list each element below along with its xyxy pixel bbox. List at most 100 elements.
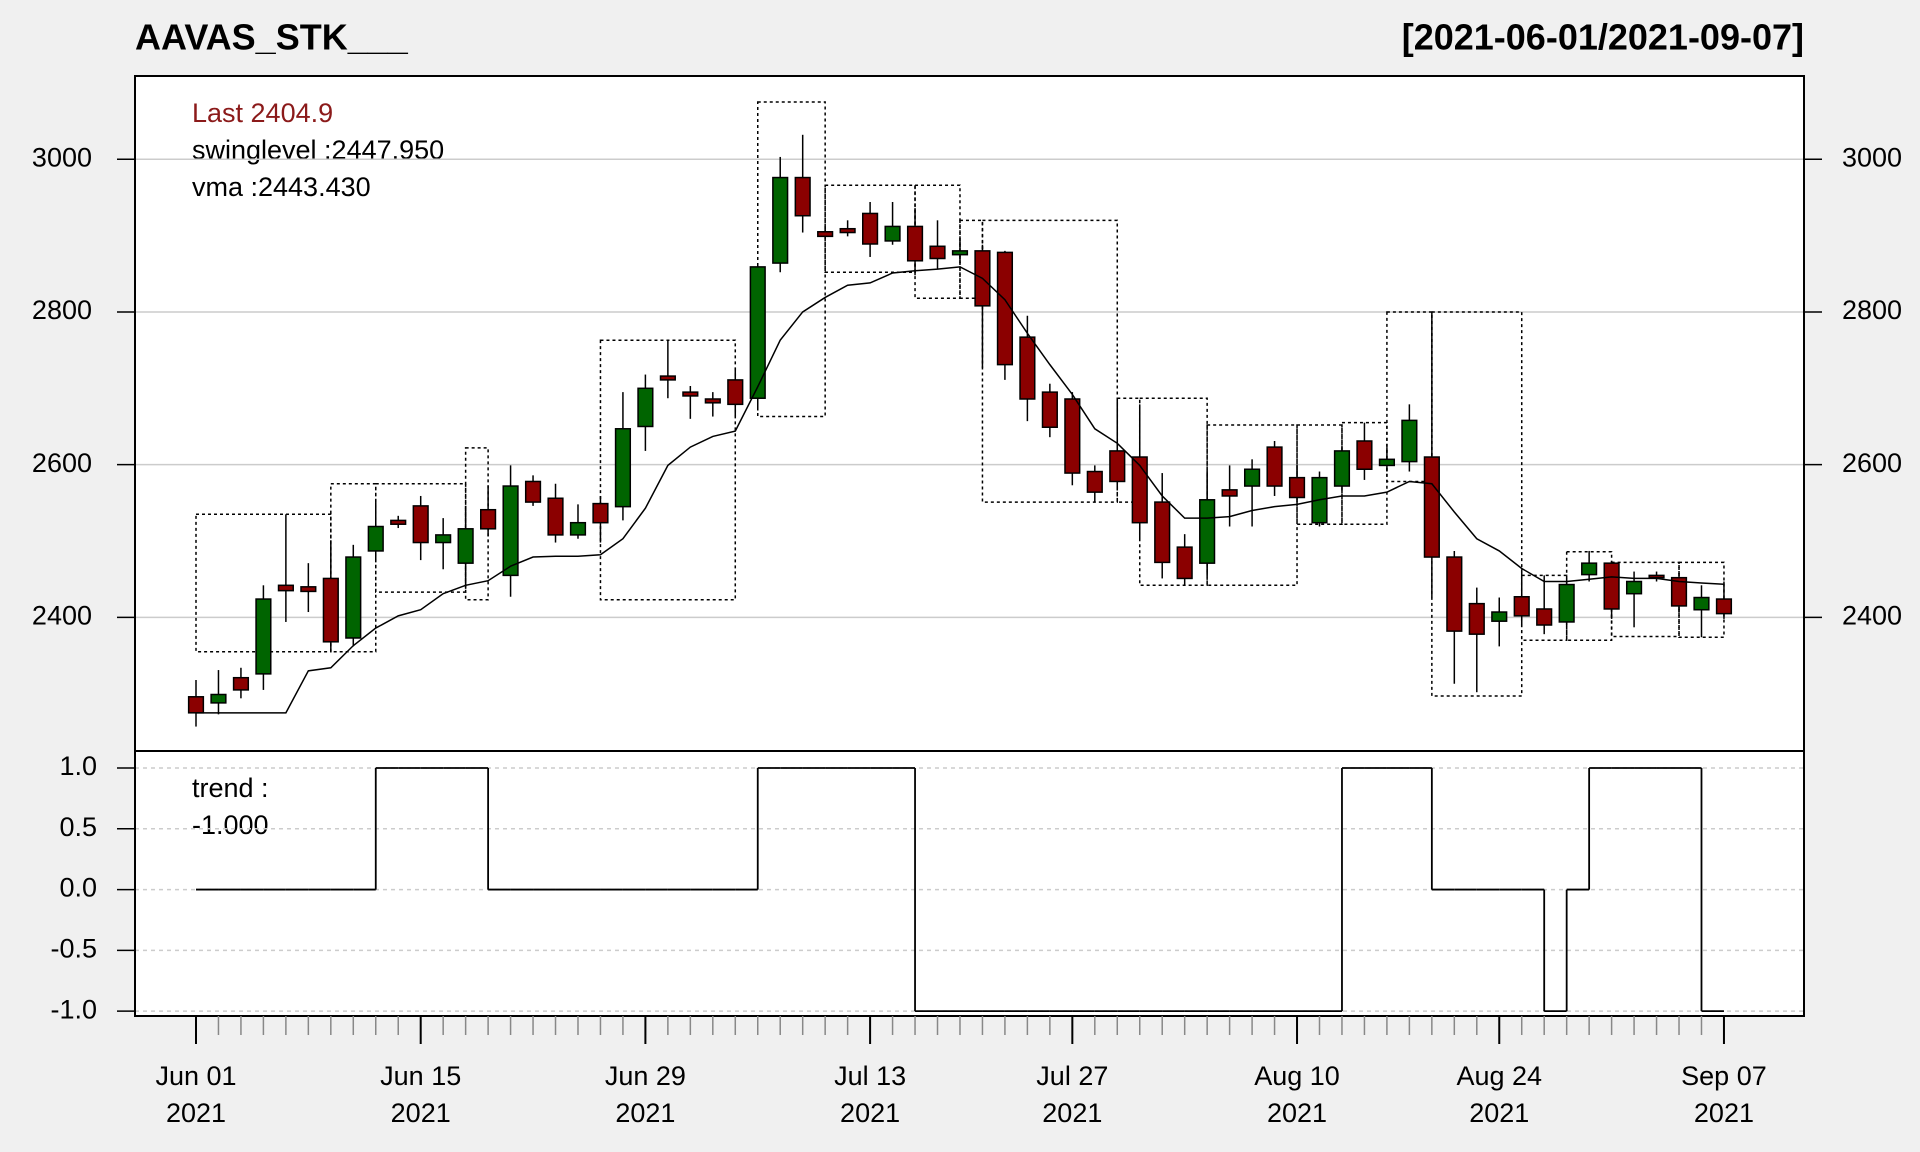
candle-body [277, 584, 294, 592]
candle-body [839, 227, 856, 234]
candle-body [1288, 476, 1306, 499]
candle-body [457, 528, 474, 564]
x-tick-label-line: 2021 [1267, 1098, 1327, 1128]
x-tick-label-line: Aug 24 [1456, 1061, 1542, 1091]
candle-body [1625, 580, 1643, 595]
candle-body [1109, 450, 1126, 483]
candle-body [1670, 576, 1688, 607]
y-tick-label: 0.0 [59, 873, 97, 903]
x-tick-label: Jun 15 2021 [380, 1061, 461, 1128]
last-annotation: Last 2404.9 [192, 98, 333, 128]
candle-body [255, 598, 272, 675]
candle-body [1266, 446, 1283, 487]
candle-body [951, 250, 969, 256]
x-tick-label-line: 2021 [615, 1098, 675, 1128]
candle-body [569, 521, 587, 536]
candle-body [1333, 450, 1351, 487]
candle-body [906, 225, 924, 262]
candle-body [210, 693, 227, 704]
candle-body [1064, 398, 1081, 474]
x-tick-label-line: 2021 [1042, 1098, 1102, 1128]
x-tick-label: Jun 01 2021 [155, 1061, 236, 1128]
candle-body [614, 428, 632, 508]
swinglevel-annotation: swinglevel :2447.950 [192, 135, 444, 165]
x-tick-label-line: Jul 13 [834, 1061, 906, 1091]
x-tick-label: Jul 27 2021 [1036, 1061, 1108, 1128]
candle-body [1558, 583, 1575, 623]
x-tick-label-line: 2021 [840, 1098, 900, 1128]
y-tick-label: 1.0 [59, 751, 97, 781]
candle-body [547, 497, 564, 536]
candle-body [659, 375, 676, 381]
candle-body [1468, 602, 1485, 635]
candle-body [1648, 574, 1665, 579]
plot-frame [134, 75, 1805, 1017]
x-tick-label-line: Jun 15 [380, 1061, 461, 1091]
candle-body [1423, 456, 1440, 558]
swing-box [195, 513, 332, 653]
y-tick-label-right: 2600 [1842, 448, 1902, 478]
y-tick-label: 3000 [32, 142, 92, 172]
x-tick-label-line: Jun 01 [155, 1061, 236, 1091]
y-tick-label: -0.5 [50, 933, 97, 963]
candle-body [367, 525, 384, 552]
candle-body [232, 676, 250, 691]
candle-body [322, 577, 339, 643]
vma-line [196, 266, 1724, 714]
x-tick-label-line: Sep 07 [1681, 1061, 1767, 1091]
x-tick-label: Jun 29 2021 [605, 1061, 686, 1128]
candle-body [1693, 596, 1710, 611]
candle-body [390, 519, 407, 525]
y-tick-label: 2600 [32, 448, 92, 478]
candle-body [1446, 556, 1463, 632]
y-tick-label: -1.0 [50, 994, 97, 1024]
vma-annotation: vma :2443.430 [192, 172, 371, 202]
candle-body [187, 696, 205, 714]
candle-body [1199, 499, 1216, 564]
y-tick-label: 2400 [32, 600, 92, 630]
candle-body [704, 398, 721, 404]
x-tick-label: Jul 13 2021 [834, 1061, 906, 1128]
candle-body [1603, 562, 1620, 610]
x-tick-label-line: Jun 29 [605, 1061, 686, 1091]
swing-box [1431, 311, 1523, 697]
candle-body [1019, 336, 1036, 400]
candle-body [412, 505, 429, 544]
candle-body [1086, 470, 1103, 493]
x-tick-label: Aug 10 2021 [1254, 1061, 1340, 1128]
candle-body [480, 508, 497, 530]
candle-body [1513, 596, 1530, 617]
candle-body [1715, 598, 1733, 615]
candle-body [682, 391, 699, 397]
candle-body [749, 266, 766, 399]
y-tick-label-right: 2800 [1842, 295, 1902, 325]
candle-body [996, 251, 1014, 366]
candle-body [1154, 501, 1171, 564]
x-tick-label-line: 2021 [1469, 1098, 1529, 1128]
candle-body [862, 212, 879, 245]
chart-title: AAVAS_STK___ [135, 17, 409, 58]
candle-body [1356, 440, 1373, 470]
candle-body [1491, 611, 1508, 622]
candle-body [1041, 391, 1058, 428]
candle-body [884, 225, 901, 242]
candle-body [794, 176, 811, 217]
chart-subtitle: [2021-06-01/2021-09-07] [1402, 17, 1804, 58]
candle-body [929, 245, 946, 260]
candle-body [592, 502, 609, 524]
candle-body [435, 534, 452, 544]
candle-body [524, 480, 542, 503]
candle-body [817, 231, 834, 238]
candle-body [772, 176, 789, 264]
y-tick-label: 2800 [32, 295, 92, 325]
y-tick-label-right: 3000 [1842, 142, 1902, 172]
x-tick-label: Sep 07 2021 [1681, 1061, 1767, 1128]
swing-box [757, 101, 826, 418]
candle-body [1131, 456, 1148, 524]
x-tick-label-line: 2021 [391, 1098, 451, 1128]
candle-body [1243, 468, 1261, 487]
candle-body [637, 387, 654, 428]
candle-body [1581, 562, 1598, 576]
